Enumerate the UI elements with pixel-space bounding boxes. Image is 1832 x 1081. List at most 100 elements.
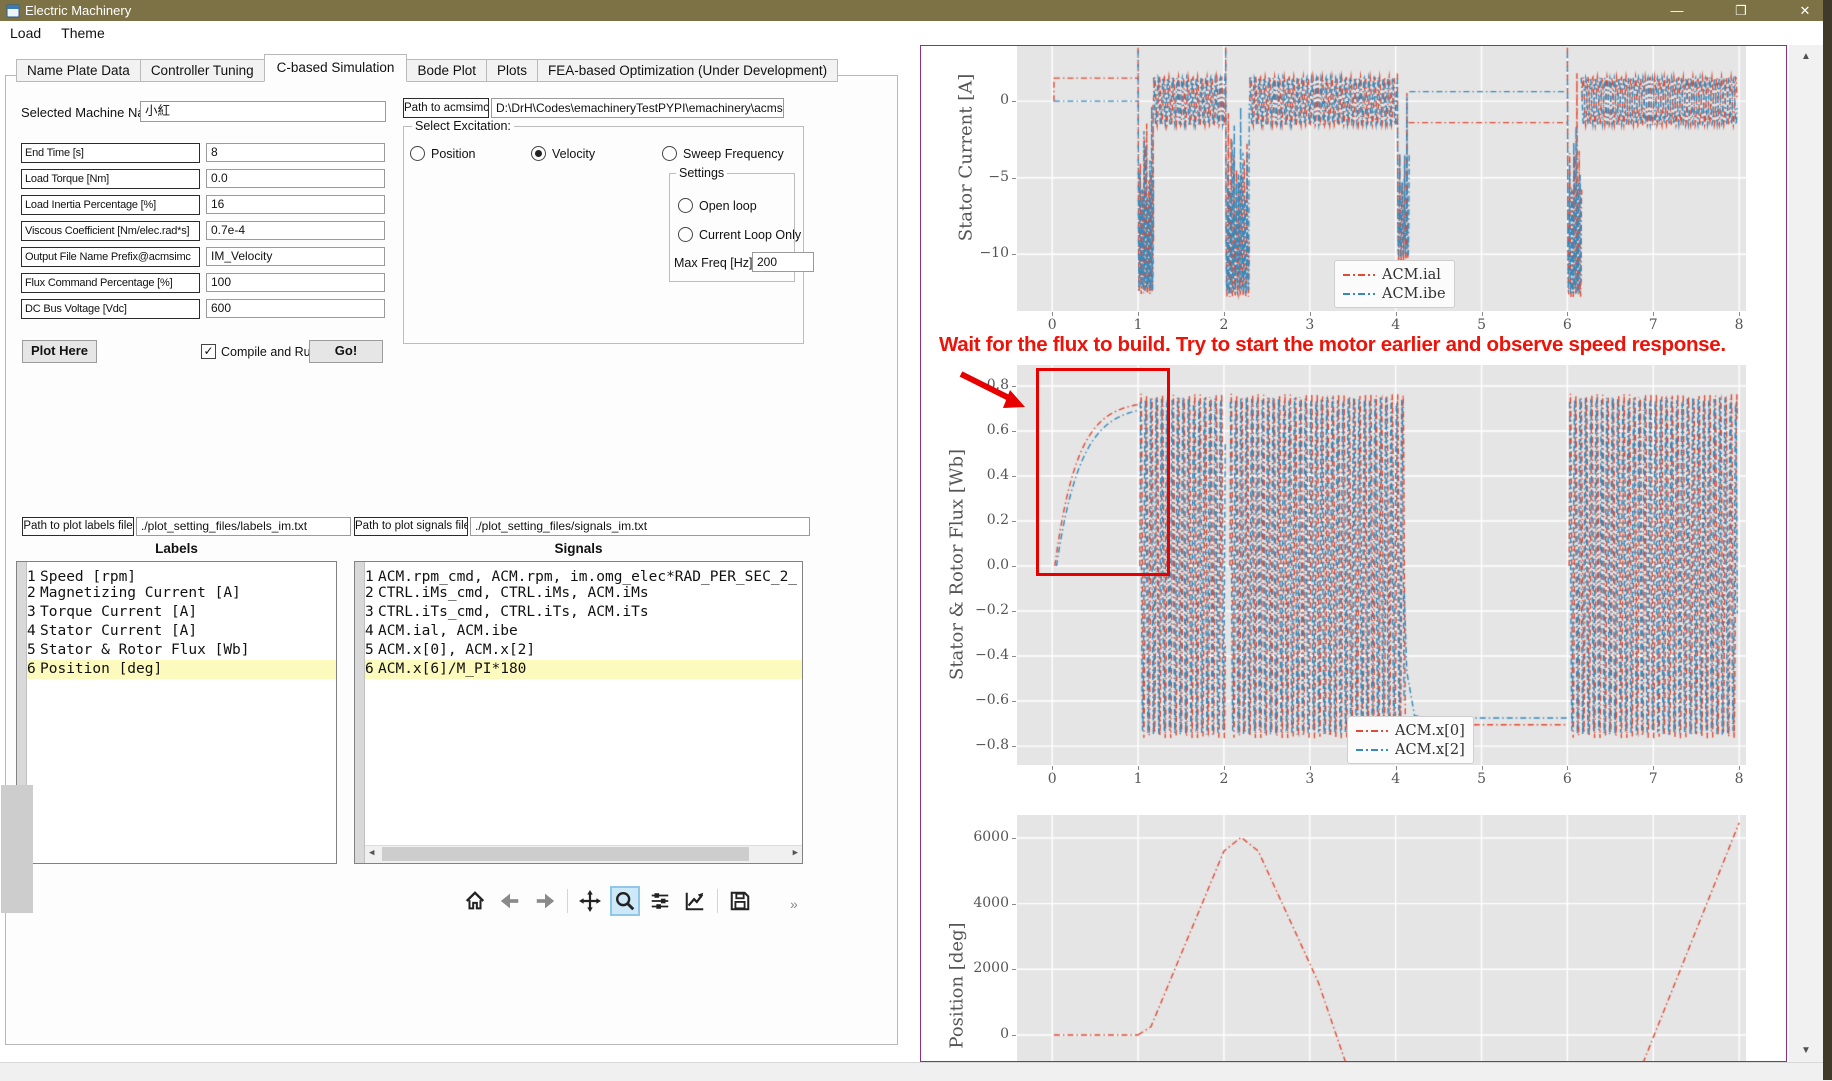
path-to-plot-labels-file-button[interactable]: Path to plot labels file: [22, 517, 134, 536]
param-input-dc-bus-voltage-vdc[interactable]: 600: [206, 299, 385, 318]
path-to-plot-signals-file-button[interactable]: Path to plot signals file: [354, 517, 468, 536]
legend-label: ACM.ial: [1382, 266, 1441, 283]
window-title: Electric Machinery: [25, 3, 132, 18]
y-tick-label: 0.4: [986, 466, 1009, 483]
labels-file-path-input[interactable]: ./plot_setting_files/labels_im.txt: [136, 517, 351, 536]
x-tick-label: 7: [1648, 317, 1658, 333]
hscroll-thumb[interactable]: [382, 847, 749, 861]
y-tick-mark: [1012, 254, 1016, 256]
y-tick-mark: [1012, 611, 1016, 613]
compile-and-run-checkbox[interactable]: ✓: [201, 344, 216, 359]
max-freq-input[interactable]: 200: [752, 252, 814, 272]
home-icon[interactable]: [462, 888, 488, 914]
param-input-load-inertia-percentage[interactable]: 16: [206, 195, 385, 214]
signals-editor[interactable]: 1 ACM.rpm_cmd, ACM.rpm, im.omg_elec*RAD_P…: [354, 561, 803, 864]
scroll-right-arrow[interactable]: ▶: [792, 848, 798, 858]
path-to-acmsimc-button[interactable]: Path to acmsimc: [403, 98, 489, 118]
param-input-end-time-s[interactable]: 8: [206, 143, 385, 162]
editor-line[interactable]: 2 CTRL.iMs_cmd, CTRL.iMs, ACM.iMs: [365, 585, 649, 601]
zoom-icon[interactable]: [610, 886, 640, 916]
x-tick-mark: [1739, 312, 1741, 316]
editor-line[interactable]: 6 ACM.x[6]/M_PI*180: [365, 660, 802, 679]
x-tick-mark: [1223, 766, 1225, 770]
figure-scrollbar-thumb[interactable]: [1, 785, 33, 913]
close-button[interactable]: ✕: [1799, 2, 1811, 18]
legend-entry: ACM.ial: [1343, 265, 1446, 284]
radio-position[interactable]: Position: [410, 146, 475, 161]
x-tick-label: 4: [1391, 317, 1401, 333]
toolbar-overflow-chevron[interactable]: »: [790, 896, 798, 912]
editor-line[interactable]: 1 Speed [rpm]: [27, 569, 137, 585]
labels-editor[interactable]: 1 Speed [rpm] 2 Magnetizing Current [A] 3 Tor…: [16, 561, 337, 864]
tab-c-based-simulation[interactable]: C-based Simulation: [263, 54, 408, 82]
editor-line[interactable]: 5 ACM.x[0], ACM.x[2]: [365, 642, 536, 658]
machine-name-input[interactable]: 小紅: [140, 101, 386, 122]
scroll-left-arrow[interactable]: ◀: [369, 848, 375, 858]
param-input-load-torque-nm[interactable]: 0.0: [206, 169, 385, 188]
tab-plots[interactable]: Plots: [485, 59, 538, 82]
scroll-down-arrow[interactable]: ▼: [1801, 1045, 1811, 1056]
editor-line[interactable]: 3 Torque Current [A]: [27, 604, 198, 620]
back-icon[interactable]: [497, 888, 523, 914]
y-tick-mark: [1012, 430, 1016, 432]
editor-horizontal-scrollbar[interactable]: ◀ ▶: [365, 845, 802, 863]
pan-icon[interactable]: [577, 888, 603, 914]
y-tick-mark: [1012, 520, 1016, 522]
menu-theme[interactable]: Theme: [61, 24, 105, 41]
tab-fea-based-optimization-under-development[interactable]: FEA-based Optimization (Under Developmen…: [537, 59, 839, 82]
labels-header: Labels: [155, 541, 198, 556]
x-tick-label: 1: [1133, 771, 1143, 787]
figure-vertical-scrollbar[interactable]: ▲ ▼: [1789, 45, 1823, 1062]
y-tick-mark: [1012, 656, 1016, 658]
param-label: Load Inertia Percentage [%]: [21, 195, 200, 215]
minimize-button[interactable]: —: [1670, 3, 1684, 18]
tab-name-plate-data[interactable]: Name Plate Data: [16, 59, 141, 82]
y-tick-mark: [1012, 177, 1016, 179]
radio-sweep-frequency[interactable]: Sweep Frequency: [662, 146, 784, 161]
y-tick-mark: [1012, 566, 1016, 567]
customize-icon[interactable]: [682, 888, 708, 914]
y-tick-mark: [1012, 475, 1016, 477]
acmsimc-path-input[interactable]: D:\DrH\Codes\emachineryTestPYPI\emachine…: [491, 98, 784, 118]
x-tick-mark: [1653, 312, 1655, 316]
editor-line[interactable]: 4 Stator Current [A]: [27, 623, 198, 639]
radio-open-loop[interactable]: Open loop: [678, 198, 757, 213]
annotation-arrow: [959, 371, 1025, 408]
go-button[interactable]: Go!: [309, 340, 383, 363]
legend-entry: ACM.ibe: [1343, 284, 1446, 303]
editor-line[interactable]: 4 ACM.ial, ACM.ibe: [365, 623, 518, 639]
radio-velocity-label: Velocity: [552, 146, 596, 161]
menu-load[interactable]: Load: [10, 24, 42, 41]
subplots-icon[interactable]: [647, 888, 673, 914]
forward-icon[interactable]: [532, 888, 558, 914]
editor-line[interactable]: 3 CTRL.iTs_cmd, CTRL.iTs, ACM.iTs: [365, 604, 649, 620]
param-input-viscous-coefficient-nm-elec-rad-s[interactable]: 0.7e-4: [206, 221, 385, 240]
editor-line[interactable]: 6 Position [deg]: [27, 660, 336, 679]
plot-legend: ACM.x[0] ACM.x[2]: [1347, 716, 1474, 764]
x-tick-mark: [1567, 312, 1569, 316]
radio-velocity[interactable]: Velocity: [531, 146, 595, 161]
editor-line[interactable]: 2 Magnetizing Current [A]: [27, 585, 241, 601]
signals-file-path-input[interactable]: ./plot_setting_files/signals_im.txt: [470, 517, 810, 536]
x-tick-mark: [1395, 312, 1397, 316]
x-tick-label: 3: [1305, 771, 1315, 787]
radio-sweep-frequency-label: Sweep Frequency: [683, 146, 784, 161]
param-input-flux-command-percentage[interactable]: 100: [206, 273, 385, 292]
plot-here-button[interactable]: Plot Here: [22, 340, 97, 363]
editor-line[interactable]: 5 Stator & Rotor Flux [Wb]: [27, 642, 250, 658]
settings-group: [669, 173, 795, 282]
param-label: Load Torque [Nm]: [21, 169, 200, 189]
save-icon[interactable]: [727, 888, 753, 914]
param-input-output-file-name-prefix-acmsimc[interactable]: IM_Velocity: [206, 247, 385, 266]
tab-controller-tuning[interactable]: Controller Tuning: [139, 59, 265, 82]
restore-button[interactable]: ❐: [1735, 2, 1747, 18]
plot-legend: ACM.ial ACM.ibe: [1334, 260, 1455, 308]
editor-line[interactable]: 1 ACM.rpm_cmd, ACM.rpm, im.omg_elec*RAD_P…: [365, 569, 798, 585]
tab-bode-plot[interactable]: Bode Plot: [406, 59, 487, 82]
legend-line-sample: [1343, 273, 1375, 276]
toolbar-separator: [717, 889, 718, 913]
legend-entry: ACM.x[2]: [1356, 740, 1465, 759]
param-label: Viscous Coefficient [Nm/elec.rad*s]: [21, 221, 200, 241]
radio-current-loop-only[interactable]: Current Loop Only: [678, 227, 801, 242]
scroll-up-arrow[interactable]: ▲: [1801, 51, 1811, 62]
